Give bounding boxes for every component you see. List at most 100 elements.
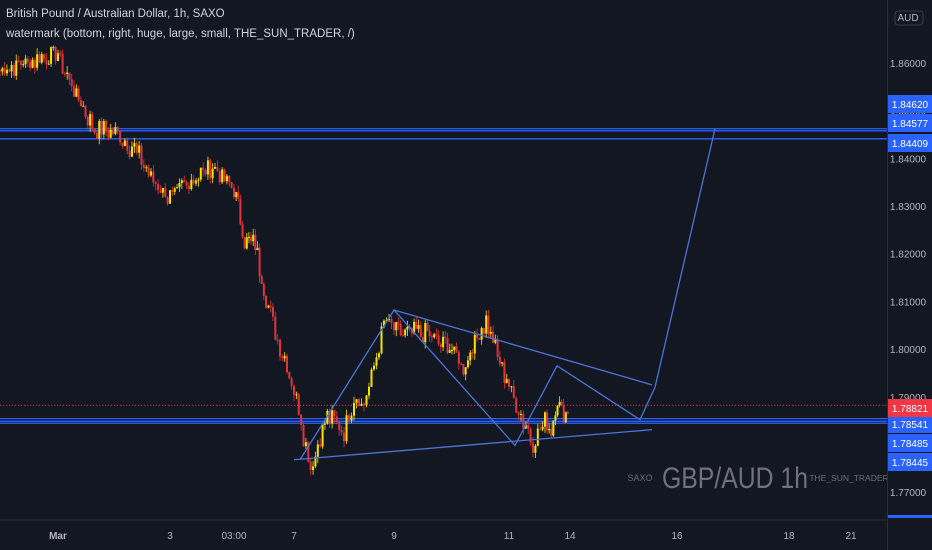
candle-body xyxy=(302,424,305,447)
candle-body xyxy=(112,129,114,134)
candle-body xyxy=(293,385,295,395)
time-tick-label: 9 xyxy=(391,531,397,542)
watermark-main: GBP/AUD 1h xyxy=(662,462,808,495)
candle-body xyxy=(138,145,141,153)
candle-body xyxy=(476,334,479,338)
candle-body xyxy=(373,365,375,370)
candle-body xyxy=(460,363,463,365)
candle-body xyxy=(297,394,300,415)
candle-body xyxy=(453,346,456,350)
candle-body xyxy=(295,394,298,396)
candle-body xyxy=(539,428,542,430)
candle-body xyxy=(24,58,27,65)
candle-body xyxy=(343,432,345,442)
candle-body xyxy=(68,72,71,80)
price-tick-label: 1.86000 xyxy=(890,59,927,70)
candle-body xyxy=(10,65,13,72)
price-tick-label: 1.83000 xyxy=(890,202,927,213)
candle-body xyxy=(340,430,343,433)
candle-body xyxy=(5,69,8,74)
candle-body xyxy=(426,322,429,332)
candle-body xyxy=(385,320,388,322)
price-tick-label: 1.82000 xyxy=(890,250,927,261)
candle-body xyxy=(107,131,110,138)
candle-body xyxy=(272,306,274,317)
candle-body xyxy=(3,68,6,74)
price-axis-separator xyxy=(887,0,888,550)
candle-body xyxy=(176,187,179,189)
candle-body xyxy=(437,335,440,344)
candle-body xyxy=(75,88,78,97)
candle-body xyxy=(135,143,138,153)
candle-body xyxy=(223,169,226,182)
symbol-title[interactable]: British Pound / Australian Dollar, 1h, S… xyxy=(6,8,225,20)
candle-body xyxy=(503,362,506,384)
indicator-legend[interactable]: watermark (bottom, right, huge, large, s… xyxy=(6,28,355,40)
candle-body xyxy=(256,247,259,251)
candle-body xyxy=(1,68,4,72)
candle-body xyxy=(235,192,238,197)
price-level-badge-label: 1.84620 xyxy=(892,100,929,111)
candle-body xyxy=(283,355,286,359)
candle-body xyxy=(161,187,164,193)
candle-body xyxy=(378,353,380,358)
candle-body xyxy=(276,339,279,341)
candle-body xyxy=(102,121,105,135)
candle-body xyxy=(36,54,39,68)
last-price-badge-label: 1.78821 xyxy=(892,404,929,415)
candle-body xyxy=(192,179,195,184)
candle-body xyxy=(482,328,485,334)
candle-body xyxy=(552,420,555,436)
candle-body xyxy=(19,60,22,66)
candle-body xyxy=(187,185,190,190)
candle-body xyxy=(375,357,378,366)
candle-body xyxy=(154,182,157,184)
candle-body xyxy=(66,72,69,74)
candle-body xyxy=(109,129,112,138)
price-level-badge-label: 1.78541 xyxy=(892,420,929,431)
candle-body xyxy=(556,405,559,416)
time-tick-label: 3 xyxy=(167,531,173,542)
candle-body xyxy=(515,397,518,413)
candle-body xyxy=(383,320,385,327)
candle-body xyxy=(323,423,326,425)
candle-body xyxy=(123,140,126,147)
candle-body xyxy=(353,402,355,416)
candle-body xyxy=(98,120,101,139)
candle-body xyxy=(202,167,205,170)
candle-body xyxy=(544,412,546,427)
candle-body xyxy=(446,337,449,353)
price-tick-label: 1.84000 xyxy=(890,154,927,165)
candle-body xyxy=(492,331,495,343)
candle-body xyxy=(52,47,55,49)
candle-body xyxy=(550,428,553,436)
candle-body xyxy=(77,88,80,101)
candle-body xyxy=(457,351,460,364)
candle-body xyxy=(258,247,261,277)
candle-body xyxy=(159,190,162,193)
candle-body xyxy=(498,356,501,364)
candle-body xyxy=(564,412,567,423)
candle-body xyxy=(15,60,18,76)
candle-body xyxy=(147,167,150,176)
candle-body xyxy=(348,415,350,421)
candle-body xyxy=(487,315,490,334)
candle-body xyxy=(517,412,520,415)
candle-body xyxy=(541,426,544,430)
candle-body xyxy=(300,414,303,425)
candle-body xyxy=(415,321,418,329)
candle-body xyxy=(404,329,407,336)
candle-body xyxy=(169,190,171,204)
candle-body xyxy=(333,410,336,417)
candle-body xyxy=(406,326,409,330)
candle-body xyxy=(399,323,402,336)
candle-body xyxy=(505,379,508,384)
candle-body xyxy=(532,442,534,453)
candle-body xyxy=(510,386,513,388)
candle-body xyxy=(116,126,119,132)
candle-body xyxy=(536,428,539,446)
candle-body xyxy=(455,346,458,352)
candle-body xyxy=(478,337,481,340)
candle-body xyxy=(216,166,219,172)
